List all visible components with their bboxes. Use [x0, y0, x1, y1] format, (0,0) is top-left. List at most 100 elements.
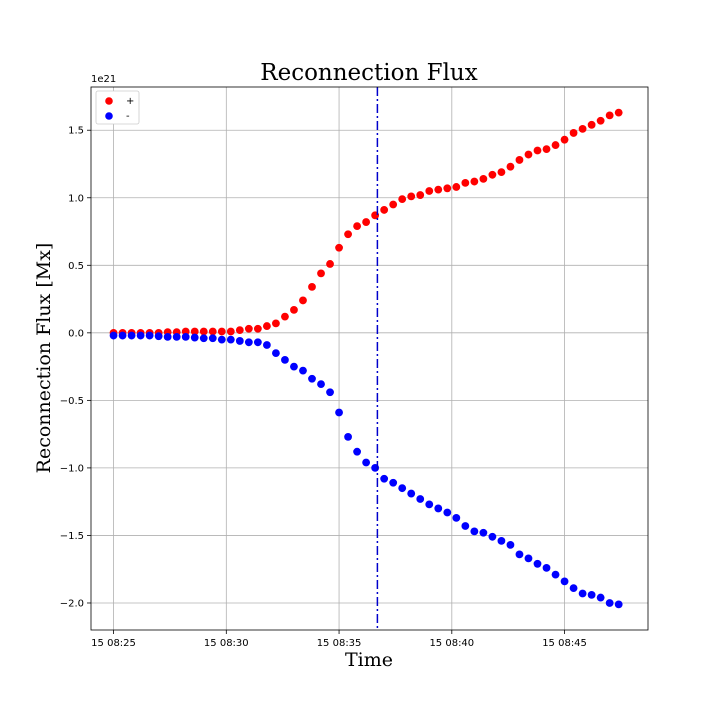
minus-data-point — [335, 408, 343, 417]
minus-data-point — [290, 362, 298, 371]
minus-data-point — [244, 338, 253, 347]
minus-data-point — [452, 513, 461, 522]
minus-data-point — [560, 577, 569, 586]
minus-data-point — [154, 332, 163, 341]
plus-data-point — [497, 168, 506, 177]
minus-data-point — [407, 489, 416, 498]
minus-data-point — [380, 474, 389, 483]
x-tick-label: 15 08:35 — [317, 638, 362, 649]
plus-data-point — [569, 129, 578, 137]
y-tick-label: −0.5 — [60, 396, 84, 407]
y-tick-label: −1.5 — [60, 531, 84, 542]
plus-data-point — [281, 312, 289, 321]
minus-data-point — [253, 338, 262, 347]
minus-data-point — [596, 593, 605, 602]
minus-data-point — [217, 335, 226, 344]
plus-data-point — [380, 206, 389, 214]
grid — [91, 87, 648, 630]
minus-data-point — [326, 388, 334, 397]
minus-data-point — [416, 495, 425, 503]
plus-data-point — [425, 187, 434, 195]
minus-data-point — [172, 332, 181, 341]
minus-data-point — [461, 522, 470, 530]
plus-data-point — [407, 192, 416, 201]
minus-data-point — [145, 331, 154, 340]
series-minus — [109, 331, 623, 609]
plus-data-point — [190, 327, 199, 336]
minus-data-point — [551, 570, 560, 579]
minus-data-point — [118, 331, 127, 340]
plus-data-point — [560, 135, 569, 144]
legend-marker-minus — [105, 112, 113, 120]
data-points — [109, 108, 623, 609]
minus-data-point — [425, 500, 434, 509]
minus-data-point — [127, 331, 136, 340]
minus-data-point — [488, 532, 497, 541]
plus-data-point — [587, 120, 596, 129]
plus-data-point — [596, 116, 605, 125]
minus-data-point — [524, 554, 533, 563]
minus-data-point — [542, 563, 551, 572]
plus-data-point — [488, 170, 497, 179]
x-axis-label: Time — [345, 649, 393, 671]
minus-data-point — [163, 332, 172, 341]
plus-data-point — [235, 326, 244, 335]
minus-data-point — [470, 527, 479, 536]
minus-data-point — [226, 335, 235, 344]
plus-data-point — [533, 146, 542, 155]
plus-data-point — [452, 183, 461, 191]
plus-data-point — [308, 283, 316, 291]
y-tick-label: −2.0 — [60, 598, 84, 609]
minus-data-point — [479, 528, 488, 537]
minus-data-point — [308, 374, 316, 383]
plus-data-point — [398, 195, 407, 204]
plus-data-point — [226, 327, 235, 336]
plus-data-point — [614, 108, 623, 117]
y-tick-label: 0.5 — [68, 261, 84, 272]
y-offset-label: 1e21 — [91, 74, 116, 85]
plus-data-point — [578, 124, 587, 133]
axis-ticks: 15 08:25 15 08:30 15 08:35 15 08:40 15 08:45… — [60, 126, 587, 649]
minus-data-point — [199, 334, 208, 343]
plus-data-point — [353, 222, 361, 231]
plus-data-point — [470, 177, 479, 186]
minus-data-point — [569, 584, 578, 593]
legend: + - — [95, 90, 140, 125]
plus-data-point — [253, 324, 262, 333]
plus-data-point — [244, 324, 253, 333]
x-tick-label: 15 08:30 — [204, 638, 249, 649]
minus-data-point — [208, 334, 217, 343]
plus-data-point — [344, 230, 352, 239]
y-tick-label: −1.0 — [60, 463, 84, 474]
minus-data-point — [353, 447, 361, 456]
plus-data-point — [434, 185, 443, 194]
minus-data-point — [344, 432, 352, 441]
x-tick-label: 15 08:25 — [91, 638, 136, 649]
minus-data-point — [190, 333, 199, 342]
minus-data-point — [614, 600, 623, 609]
plus-data-point — [362, 218, 371, 226]
minus-data-point — [533, 559, 542, 568]
legend-label-plus: + — [126, 96, 134, 107]
plus-data-point — [551, 141, 560, 149]
plus-data-point — [181, 327, 190, 336]
minus-data-point — [235, 337, 244, 345]
minus-data-point — [299, 366, 307, 375]
plus-data-point — [299, 296, 307, 305]
plus-data-point — [290, 305, 298, 314]
minus-data-point — [109, 331, 118, 340]
legend-marker-plus — [105, 97, 113, 105]
plus-data-point — [262, 322, 271, 330]
minus-data-point — [317, 380, 325, 389]
minus-data-point — [515, 550, 524, 559]
plus-data-point — [389, 200, 398, 209]
x-tick-label: 15 08:40 — [429, 638, 474, 649]
minus-data-point — [506, 541, 515, 549]
plus-data-point — [461, 179, 470, 187]
plus-data-point — [217, 327, 226, 336]
chart-title: Reconnection Flux — [260, 60, 477, 86]
plus-data-point — [506, 162, 515, 171]
plus-data-point — [317, 269, 325, 278]
minus-data-point — [578, 589, 587, 598]
